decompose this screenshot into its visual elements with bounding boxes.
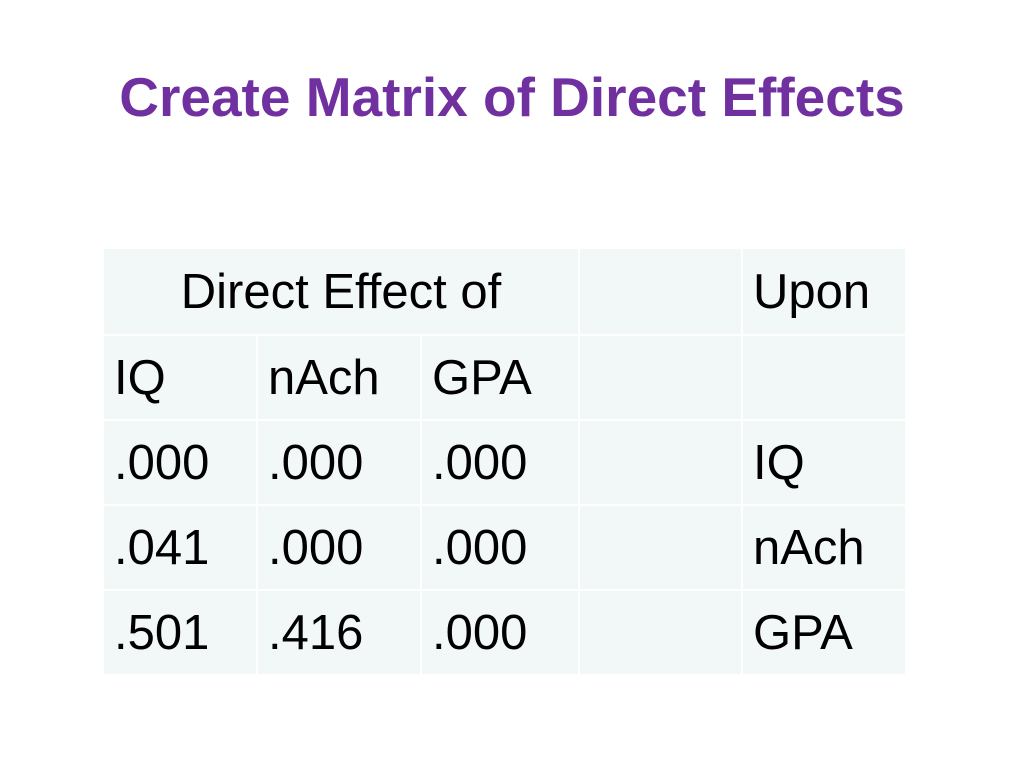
table-cell: .000 [420, 589, 580, 676]
table-cell [578, 504, 743, 591]
direct-effects-matrix: Direct Effect of Upon IQ nAch GPA .000 .… [102, 247, 907, 676]
row-label: GPA [741, 589, 907, 676]
table-cell: .041 [102, 504, 258, 591]
table-cell: .000 [420, 419, 580, 506]
column-header: IQ [102, 334, 258, 421]
table-cell: .416 [256, 589, 422, 676]
column-header: nAch [256, 334, 422, 421]
upon-header: Upon [741, 247, 907, 336]
table-cell: .000 [420, 504, 580, 591]
column-header [578, 334, 743, 421]
table-cell [578, 589, 743, 676]
table-cell: .000 [256, 504, 422, 591]
table-row: .501 .416 .000 GPA [102, 589, 907, 676]
row-label: IQ [741, 419, 907, 506]
table-header-row-top: Direct Effect of Upon [102, 247, 907, 336]
row-label: nAch [741, 504, 907, 591]
table-cell-blank [578, 247, 743, 336]
table-cell: .000 [256, 419, 422, 506]
direct-effect-of-header: Direct Effect of [102, 247, 580, 336]
table-row: .041 .000 .000 nAch [102, 504, 907, 591]
table-cell: .501 [102, 589, 258, 676]
column-header: GPA [420, 334, 580, 421]
table-cell [578, 419, 743, 506]
slide-title: Create Matrix of Direct Effects [119, 66, 905, 128]
column-header [741, 334, 907, 421]
table-cell: .000 [102, 419, 258, 506]
table-row: .000 .000 .000 IQ [102, 419, 907, 506]
table-header-row-cols: IQ nAch GPA [102, 334, 907, 421]
